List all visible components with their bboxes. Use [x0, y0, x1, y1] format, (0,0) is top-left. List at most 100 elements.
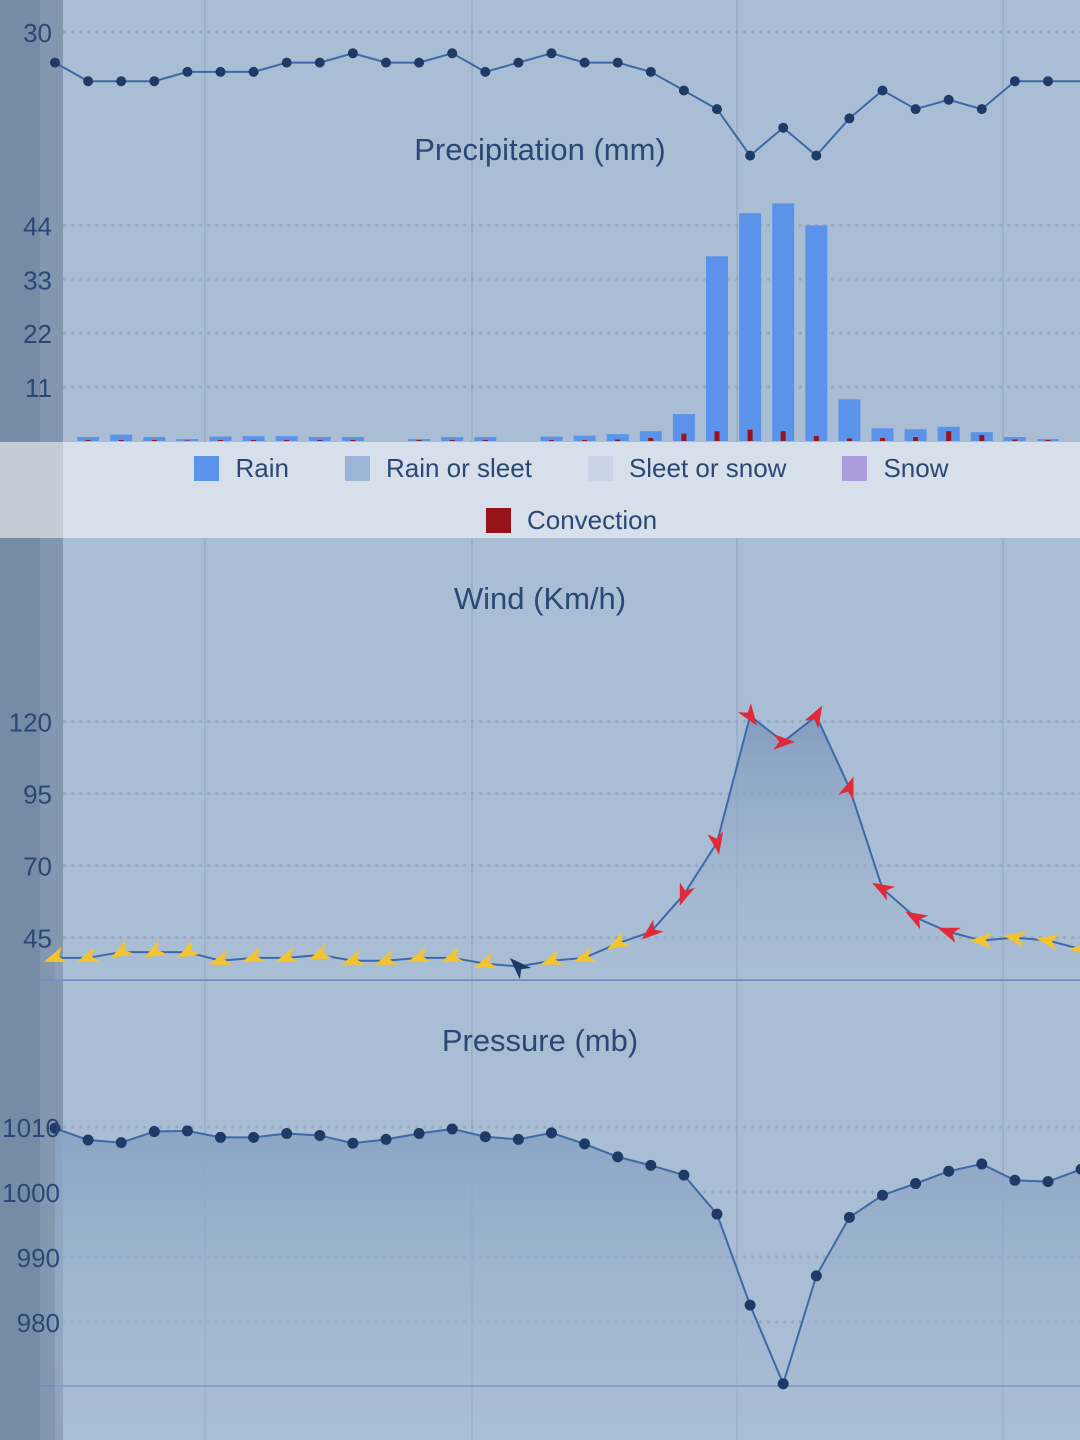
convection-bar	[1045, 440, 1051, 441]
wind-arrow	[905, 911, 929, 930]
wind-arrow-head	[1003, 931, 1027, 948]
wind-arrow	[737, 703, 757, 726]
top-series-point	[645, 66, 656, 77]
legend-item-snow[interactable]: Snow	[842, 452, 949, 484]
wind-arrow-head	[509, 957, 532, 980]
wind-arrow-head	[969, 932, 992, 949]
wind-arrow-head	[607, 931, 631, 950]
wind-arrow	[607, 931, 631, 950]
top-series-point	[116, 76, 127, 87]
wind-arrow	[76, 946, 101, 962]
wind-tick-label: 120	[9, 708, 52, 738]
pressure-area	[55, 1128, 1080, 1440]
pressure-point	[248, 1131, 260, 1143]
legend-item-rain[interactable]: Rain	[194, 452, 289, 484]
convection-bar	[946, 431, 952, 441]
rain-bar	[441, 437, 464, 441]
legend-label-snow: Snow	[883, 452, 949, 483]
rain-bar	[242, 436, 265, 441]
legend-item-sleet-or-snow[interactable]: Sleet or snow	[587, 452, 787, 484]
convection-bar	[979, 435, 985, 441]
rain-bar	[706, 256, 728, 441]
rain-bar	[904, 429, 927, 441]
wind-arrow-head	[905, 911, 929, 930]
top-series-point	[347, 48, 358, 59]
precip-tick-label: 11	[25, 373, 52, 403]
top-series-point	[447, 48, 458, 59]
convection-bar	[714, 431, 720, 441]
wind-arrow	[308, 943, 333, 961]
pressure-point	[976, 1158, 988, 1170]
convection-bar	[780, 431, 786, 441]
top-series-point	[877, 85, 888, 96]
rain-bar	[110, 434, 133, 441]
precip-tick-label: 44	[23, 211, 52, 241]
wind-arrow	[110, 940, 134, 959]
wind-arrow	[773, 733, 796, 750]
wind-arrow-head	[641, 919, 664, 940]
rain-bar	[176, 439, 199, 441]
legend-swatch-rain-or-sleet	[344, 455, 370, 481]
wind-arrow-head	[872, 882, 896, 901]
wind-arrow-head	[773, 733, 796, 750]
convection-bar	[118, 440, 124, 441]
tick-layer: 30 11 22 33 44 45 70 95 120 980 990 1000 1010	[2, 18, 60, 1338]
top-series-point	[778, 122, 789, 133]
pressure-point	[148, 1126, 160, 1138]
top-series-point	[182, 66, 193, 77]
top-series-point	[414, 57, 425, 68]
wind-arrow	[209, 949, 233, 965]
pressure-point	[612, 1151, 624, 1163]
legend-item-rain-or-sleet[interactable]: Rain or sleet	[344, 453, 532, 484]
legend-label-rain: Rain	[235, 452, 289, 483]
pressure-tick-label: 980	[17, 1308, 60, 1338]
top-series-line	[54, 52, 1080, 158]
wind-arrow-head	[110, 940, 134, 959]
top-series-point	[1009, 76, 1020, 87]
legend-swatch-rain	[194, 455, 220, 481]
rain-bar	[606, 434, 629, 441]
pressure-point	[115, 1137, 127, 1149]
wind-arrow	[374, 949, 399, 965]
convection-bar	[846, 438, 852, 441]
wind-arrow-head	[679, 882, 695, 906]
top-series-point	[745, 150, 756, 161]
wind-arrow	[177, 940, 201, 959]
pressure-point	[777, 1378, 789, 1390]
precip-tick-label: 33	[23, 265, 52, 295]
convection-bar	[582, 440, 588, 441]
pressure-point	[810, 1270, 822, 1282]
rain-bar	[639, 431, 662, 441]
rain-bar	[573, 435, 596, 441]
top-series-point	[811, 150, 822, 161]
pressure-point	[314, 1129, 326, 1141]
top-series-point	[844, 113, 855, 124]
convection-bar	[913, 437, 919, 441]
top-series-point	[612, 57, 623, 68]
wind-arrow-head	[341, 949, 366, 965]
pressure-point	[744, 1299, 756, 1311]
convection-bar	[648, 438, 654, 441]
pressure-line	[54, 1127, 1080, 1387]
pressure-point	[546, 1127, 557, 1139]
wind-arrow-head	[707, 831, 724, 855]
wind-tick-label: 45	[23, 924, 52, 954]
legend-item-convection[interactable]: Convection	[485, 505, 657, 536]
wind-arrow	[474, 952, 498, 968]
convection-bar	[416, 440, 422, 441]
wind-arrow	[407, 946, 432, 962]
rain-bar	[474, 437, 497, 441]
pressure-point	[512, 1133, 524, 1145]
convection-bar	[251, 440, 257, 441]
wind-arrow	[143, 940, 167, 959]
wind-arrow	[804, 705, 823, 729]
top-series-point	[281, 57, 292, 68]
legend-label-sleet-or-snow: Sleet or snow	[628, 452, 787, 483]
wind-arrow	[509, 957, 532, 980]
top-series-point	[943, 94, 954, 105]
wind-arrow	[341, 949, 366, 965]
rain-bar	[341, 437, 364, 441]
pressure-point	[711, 1208, 723, 1220]
pressure-point	[843, 1211, 855, 1223]
precip-tick-label: 22	[23, 319, 52, 349]
